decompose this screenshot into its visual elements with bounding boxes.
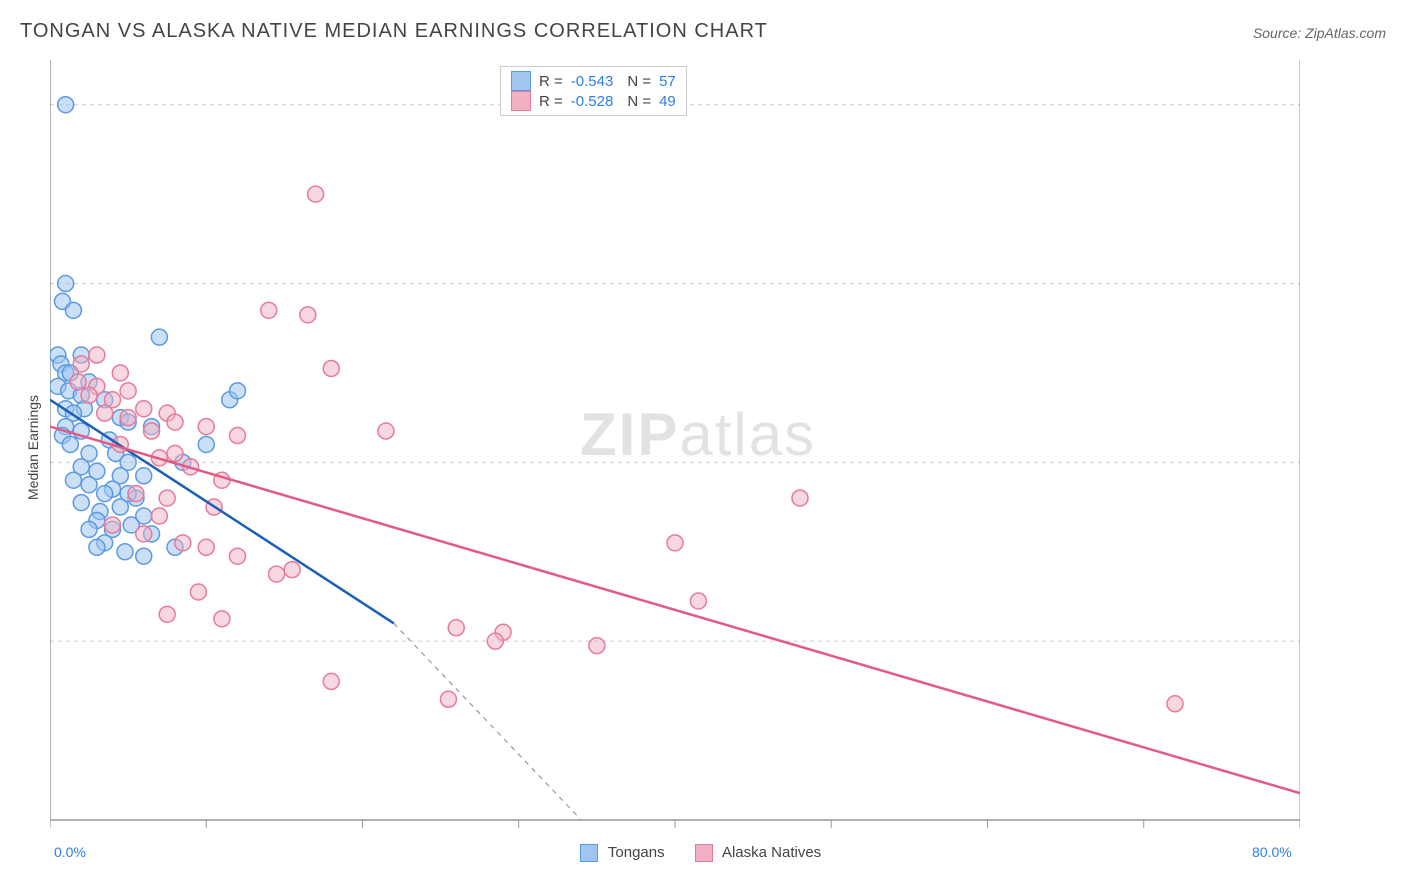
chart-area: $20,000$40,000$60,000$80,000 ZIPatlas: [50, 60, 1300, 820]
x-axis-start-label: 0.0%: [54, 844, 86, 860]
r-label: R =: [539, 93, 563, 110]
r-value-1: -0.543: [571, 73, 614, 90]
x-axis-end-label: 80.0%: [1252, 844, 1292, 860]
correlation-legend: R = -0.543 N = 57 R = -0.528 N = 49: [500, 66, 687, 116]
chart-title: TONGAN VS ALASKA NATIVE MEDIAN EARNINGS …: [20, 20, 768, 43]
n-label: N =: [627, 73, 651, 90]
swatch-alaska-icon: [695, 844, 713, 862]
r-label: R =: [539, 73, 563, 90]
chart-svg: $20,000$40,000$60,000$80,000: [50, 60, 1300, 850]
legend-label-tongans: Tongans: [608, 844, 665, 861]
correlation-row-1: R = -0.543 N = 57: [511, 71, 676, 91]
source-label: Source: ZipAtlas.com: [1253, 25, 1386, 41]
n-label: N =: [627, 93, 651, 110]
n-value-1: 57: [659, 73, 676, 90]
n-value-2: 49: [659, 93, 676, 110]
y-axis-label: Median Earnings: [25, 395, 41, 500]
swatch-alaska-icon: [511, 91, 531, 111]
legend-item-alaska: Alaska Natives: [695, 844, 822, 862]
swatch-tongans-icon: [511, 71, 531, 91]
series-legend: Tongans Alaska Natives: [580, 844, 821, 862]
legend-item-tongans: Tongans: [580, 844, 665, 862]
correlation-row-2: R = -0.528 N = 49: [511, 91, 676, 111]
swatch-tongans-icon: [580, 844, 598, 862]
legend-label-alaska: Alaska Natives: [722, 844, 821, 861]
r-value-2: -0.528: [571, 93, 614, 110]
